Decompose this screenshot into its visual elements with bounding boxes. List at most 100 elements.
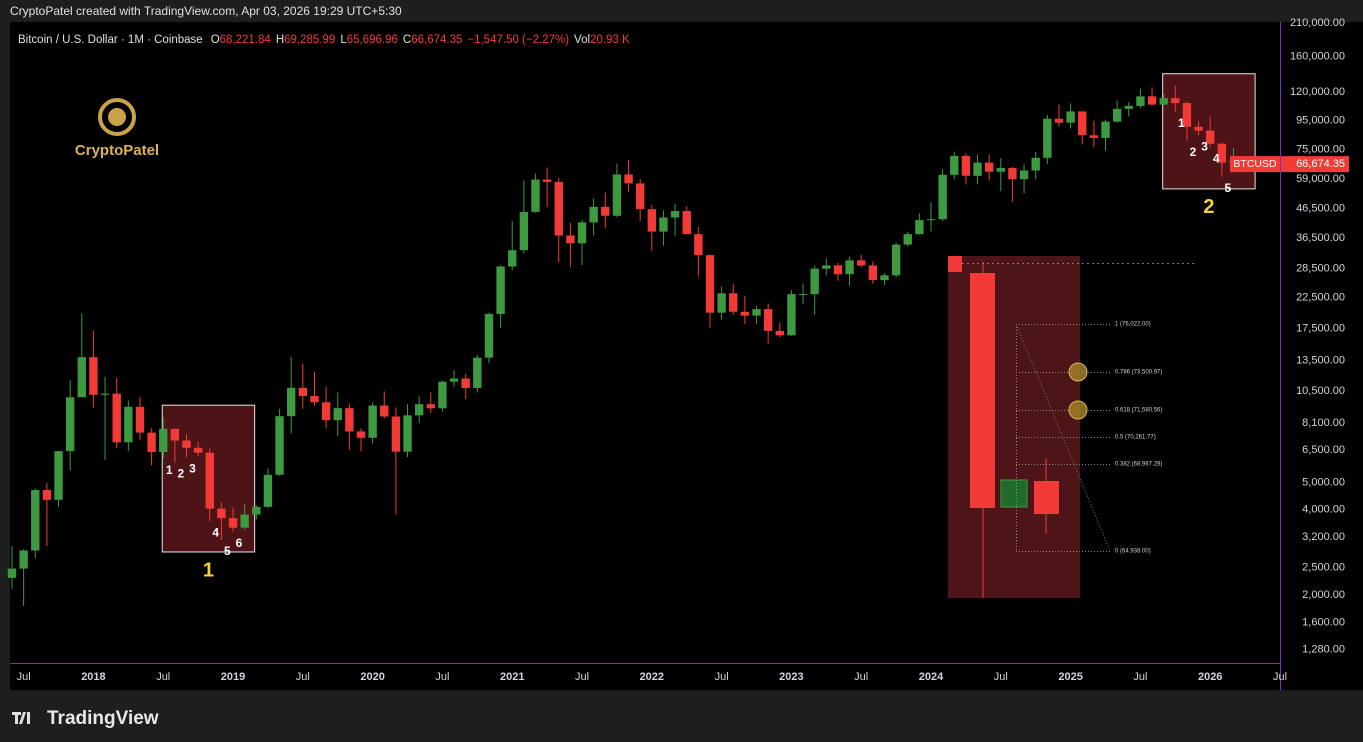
legend-item: 20.93 K xyxy=(590,34,630,46)
price-tag-symbol-bg xyxy=(1230,156,1280,173)
credit: CryptoPatel created with TradingView.com… xyxy=(10,4,402,18)
y-tick-label: 46,500.00 xyxy=(1296,202,1345,214)
x-tick-label: 2025 xyxy=(1058,671,1082,683)
candle-body xyxy=(670,211,680,218)
candle-body xyxy=(1206,130,1215,144)
candle-body xyxy=(845,260,854,275)
inset-bg xyxy=(948,256,1080,598)
candle-body xyxy=(333,408,342,421)
fib-label: 0.618 (71,580.56) xyxy=(1115,408,1162,414)
candle-body xyxy=(1124,105,1133,109)
count-label: 4 xyxy=(1213,151,1220,165)
x-tick-label: Jul xyxy=(575,671,589,683)
candle-body xyxy=(554,181,563,236)
fib-label: 0 (64,938.00) xyxy=(1115,549,1151,555)
candle-body xyxy=(717,293,726,313)
logo-coin xyxy=(108,108,126,126)
candle-body xyxy=(1217,143,1227,163)
candle-body xyxy=(1043,118,1052,158)
candle-body xyxy=(31,490,40,551)
count-label: 2 xyxy=(178,467,185,481)
candle-body xyxy=(763,309,773,331)
candle-body xyxy=(54,451,63,500)
candle-body xyxy=(217,508,226,519)
y-tick-label: 3,200.00 xyxy=(1302,531,1345,543)
candle-body xyxy=(1008,167,1017,180)
inset-marker xyxy=(1068,400,1088,420)
legend-item: Vol xyxy=(574,34,590,46)
x-tick-label: 2021 xyxy=(500,671,524,683)
candle-body xyxy=(1101,121,1110,138)
candle-body xyxy=(147,432,156,453)
x-tick-label: 2019 xyxy=(221,671,245,683)
candle-body xyxy=(100,393,110,395)
legend-item: C xyxy=(403,34,411,46)
candle-body xyxy=(566,235,575,244)
candle-body xyxy=(577,222,587,244)
candle-body xyxy=(961,155,971,176)
y-tick-label: 1,600.00 xyxy=(1302,616,1345,628)
candle-body xyxy=(705,255,715,313)
candle-body xyxy=(798,294,808,296)
candle-body xyxy=(321,402,331,421)
candle-body xyxy=(426,404,435,409)
candle-body xyxy=(659,217,668,232)
candle-body xyxy=(519,211,529,251)
candle-body xyxy=(193,447,203,453)
legend-item: 65,696.96 xyxy=(347,34,398,46)
candle-body xyxy=(682,211,691,235)
candle-body xyxy=(414,404,424,416)
legend-line: Bitcoin / U.S. Dollar · 1M · Coinbase O68… xyxy=(18,34,630,46)
count-label: 3 xyxy=(189,462,196,476)
candle-body xyxy=(356,431,366,438)
x-tick-label: Jul xyxy=(1273,671,1287,683)
candle-body xyxy=(252,506,261,515)
logo-ring xyxy=(98,98,136,136)
candle-body xyxy=(833,265,843,275)
candle-body xyxy=(775,330,784,336)
candle-body xyxy=(612,174,622,216)
candle-body xyxy=(729,293,738,312)
candle-body xyxy=(298,387,308,397)
y-tick-label: 210,000.00 xyxy=(1290,17,1345,29)
candle-body xyxy=(601,206,610,216)
price-tag-bg xyxy=(1281,156,1349,173)
count-label: 4 xyxy=(212,525,219,539)
x-tick-label: Jul xyxy=(296,671,310,683)
x-tick-label: 2018 xyxy=(81,671,105,683)
inset: 1 (76,022.00) 0.786 (73,500.97) 0.618 (71,… xyxy=(948,256,1195,598)
candle-body xyxy=(984,162,994,172)
x-tick-label: 2022 xyxy=(640,671,664,683)
count-label: 5 xyxy=(1224,181,1231,195)
candle-body xyxy=(124,406,133,443)
count-label: 6 xyxy=(236,536,243,550)
candle-body xyxy=(228,518,238,528)
candle-body xyxy=(996,167,1005,172)
candle-body xyxy=(694,234,703,256)
legend-item: −1,547.50 (−2.27%) xyxy=(467,34,569,46)
candle-body xyxy=(787,294,796,336)
candle-body xyxy=(438,381,447,409)
y-tick-label: 36,500.00 xyxy=(1296,232,1345,244)
candle-body xyxy=(287,387,296,417)
y-tick-label: 10,500.00 xyxy=(1296,385,1345,397)
candle-body xyxy=(345,408,354,432)
y-tick-label: 22,500.00 xyxy=(1296,292,1345,304)
candle-body xyxy=(135,406,145,433)
x-tick-label: Jul xyxy=(854,671,868,683)
candle-body xyxy=(1194,126,1203,131)
x-tick-label: 2026 xyxy=(1198,671,1222,683)
legend: Bitcoin / U.S. Dollar · 1M · Coinbase O68… xyxy=(18,34,630,46)
candle-body xyxy=(1136,96,1145,106)
zone-label: 1 xyxy=(203,559,214,581)
x-tick-label: 2024 xyxy=(919,671,944,683)
candle-body xyxy=(740,311,750,316)
fib-label: 1 (76,022.00) xyxy=(1115,322,1151,328)
fib-label: 0.786 (73,500.97) xyxy=(1115,370,1162,376)
x-tick-label: Jul xyxy=(715,671,729,683)
candle-body xyxy=(159,428,168,453)
candle-body xyxy=(1171,98,1180,104)
y-tick-label: 2,000.00 xyxy=(1302,589,1345,601)
candle-body xyxy=(891,244,901,276)
candle-body xyxy=(449,378,459,382)
